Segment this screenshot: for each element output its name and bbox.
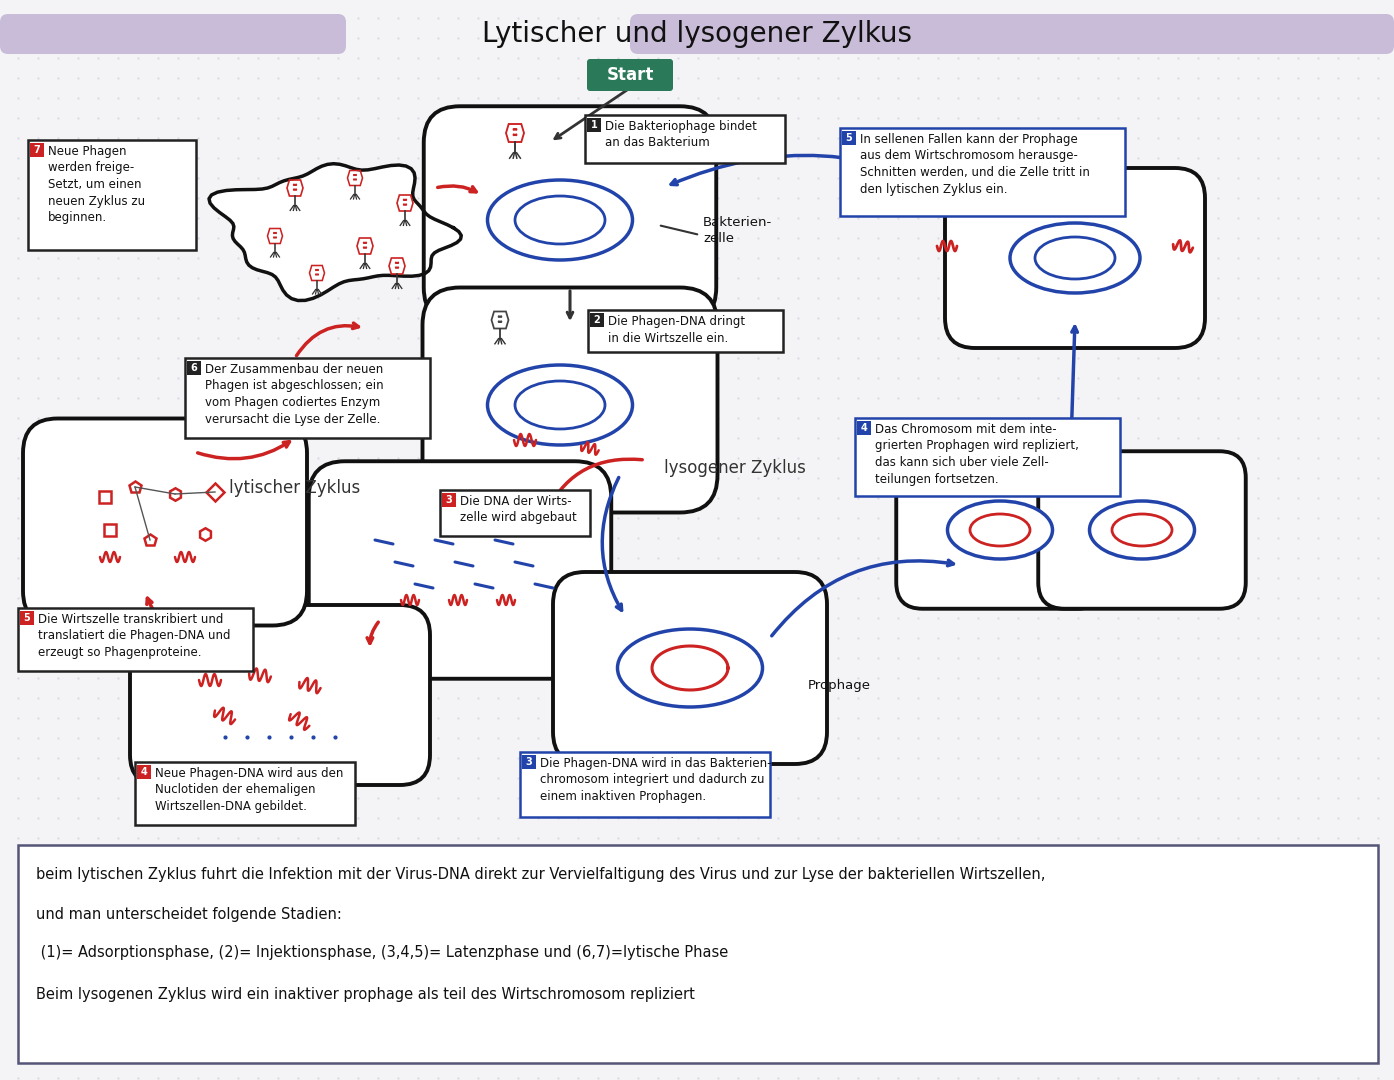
FancyBboxPatch shape (945, 168, 1204, 348)
Text: lytischer Zyklus: lytischer Zyklus (230, 480, 361, 497)
Text: lysogener Zyklus: lysogener Zyklus (664, 459, 806, 477)
Ellipse shape (1011, 222, 1140, 293)
FancyBboxPatch shape (855, 418, 1119, 496)
Text: Neue Phagen
werden freige-
Setzt, um einen
neuen Zyklus zu
beginnen.: Neue Phagen werden freige- Setzt, um ein… (47, 145, 145, 224)
Text: 3: 3 (446, 495, 453, 505)
FancyBboxPatch shape (442, 492, 456, 507)
FancyBboxPatch shape (585, 114, 785, 163)
FancyBboxPatch shape (0, 14, 346, 54)
Text: Die Phagen-DNA wird in das Bakterien-
chromosom integriert und dadurch zu
einem : Die Phagen-DNA wird in das Bakterien- ch… (539, 757, 771, 804)
FancyBboxPatch shape (630, 14, 1394, 54)
FancyBboxPatch shape (185, 357, 429, 438)
FancyBboxPatch shape (520, 752, 769, 816)
FancyBboxPatch shape (521, 755, 537, 769)
Text: 3: 3 (526, 757, 533, 767)
FancyBboxPatch shape (841, 129, 1125, 216)
FancyBboxPatch shape (424, 106, 717, 324)
Text: 7: 7 (33, 145, 40, 156)
Ellipse shape (948, 501, 1052, 559)
Text: 1: 1 (591, 120, 598, 130)
Ellipse shape (618, 629, 763, 707)
FancyBboxPatch shape (137, 765, 151, 779)
FancyBboxPatch shape (587, 118, 601, 132)
FancyBboxPatch shape (18, 608, 252, 671)
Text: und man unterscheidet folgende Stadien:: und man unterscheidet folgende Stadien: (36, 907, 342, 922)
Text: Neue Phagen-DNA wird aus den
Nuclotiden der ehemaligen
Wirtszellen-DNA gebildet.: Neue Phagen-DNA wird aus den Nuclotiden … (155, 767, 343, 813)
Ellipse shape (514, 195, 605, 244)
Text: 5: 5 (24, 613, 31, 623)
FancyBboxPatch shape (187, 361, 201, 375)
FancyBboxPatch shape (842, 131, 856, 145)
FancyBboxPatch shape (588, 310, 783, 352)
Ellipse shape (1034, 237, 1115, 279)
Polygon shape (209, 164, 461, 300)
Text: 4: 4 (141, 767, 148, 777)
FancyBboxPatch shape (422, 287, 718, 513)
Text: Lytischer und lysogener Zylkus: Lytischer und lysogener Zylkus (482, 21, 912, 48)
FancyBboxPatch shape (20, 611, 33, 625)
FancyBboxPatch shape (1039, 451, 1246, 609)
Text: Die Bakteriophage bindet
an das Bakterium: Die Bakteriophage bindet an das Bakteriu… (605, 120, 757, 149)
Text: In sellenen Fallen kann der Prophage
aus dem Wirtschromosom herausge-
Schnitten : In sellenen Fallen kann der Prophage aus… (860, 133, 1090, 195)
Text: Die Wirtszelle transkribiert und
translatiert die Phagen-DNA und
erzeugt so Phag: Die Wirtszelle transkribiert und transla… (38, 613, 230, 659)
FancyBboxPatch shape (22, 418, 307, 625)
Text: beim lytischen Zyklus fuhrt die Infektion mit der Virus-DNA direkt zur Vervielfa: beim lytischen Zyklus fuhrt die Infektio… (36, 867, 1046, 882)
Ellipse shape (488, 365, 633, 445)
Ellipse shape (488, 180, 633, 260)
FancyBboxPatch shape (441, 490, 590, 536)
FancyBboxPatch shape (587, 59, 673, 91)
FancyBboxPatch shape (553, 572, 827, 764)
Text: Die Phagen-DNA dringt
in die Wirtszelle ein.: Die Phagen-DNA dringt in die Wirtszelle … (608, 315, 746, 345)
Text: 4: 4 (860, 423, 867, 433)
FancyBboxPatch shape (590, 313, 604, 327)
FancyBboxPatch shape (135, 762, 355, 825)
Text: 6: 6 (191, 363, 198, 373)
Ellipse shape (1112, 514, 1172, 546)
FancyBboxPatch shape (130, 605, 429, 785)
Ellipse shape (1090, 501, 1195, 559)
Text: Bakterien-
zelle: Bakterien- zelle (703, 216, 772, 244)
Text: 5: 5 (846, 133, 852, 143)
Text: Start: Start (606, 66, 654, 84)
Text: Die DNA der Wirts-
zelle wird abgebaut: Die DNA der Wirts- zelle wird abgebaut (460, 495, 577, 525)
FancyBboxPatch shape (18, 845, 1379, 1063)
Ellipse shape (514, 381, 605, 429)
Text: (1)= Adsorptionsphase, (2)= Injektionsphase, (3,4,5)= Latenzphase und (6,7)=lyti: (1)= Adsorptionsphase, (2)= Injektionsph… (36, 945, 728, 960)
Text: Das Chromosom mit dem inte-
grierten Prophagen wird repliziert,
das kann sich ub: Das Chromosom mit dem inte- grierten Pro… (875, 423, 1079, 486)
FancyBboxPatch shape (28, 140, 197, 249)
Ellipse shape (970, 514, 1030, 546)
FancyBboxPatch shape (308, 461, 611, 678)
FancyBboxPatch shape (896, 451, 1104, 609)
Text: Prophage: Prophage (809, 679, 871, 692)
Text: 2: 2 (594, 315, 601, 325)
FancyBboxPatch shape (857, 421, 871, 435)
Text: Der Zusammenbau der neuen
Phagen ist abgeschlossen; ein
vom Phagen codiertes Enz: Der Zusammenbau der neuen Phagen ist abg… (205, 363, 383, 426)
FancyBboxPatch shape (31, 143, 45, 157)
Text: Beim lysogenen Zyklus wird ein inaktiver prophage als teil des Wirtschromosom re: Beim lysogenen Zyklus wird ein inaktiver… (36, 987, 694, 1002)
